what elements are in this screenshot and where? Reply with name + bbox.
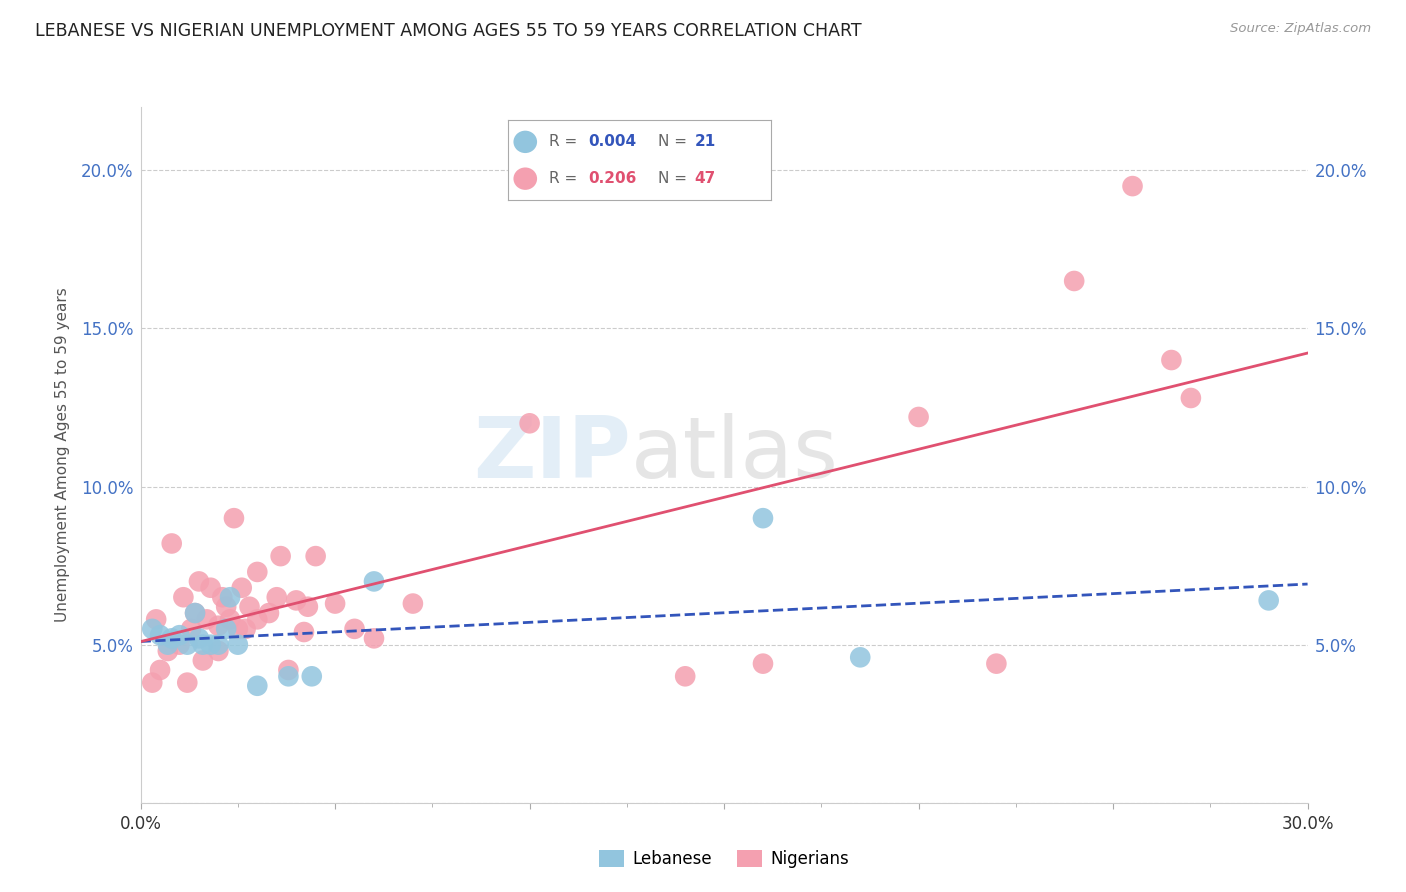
Point xyxy=(849,650,872,665)
Point xyxy=(215,622,238,636)
Point xyxy=(200,638,222,652)
Point xyxy=(257,606,280,620)
Text: atlas: atlas xyxy=(631,413,839,497)
Point xyxy=(172,591,194,605)
Point xyxy=(184,606,207,620)
Point xyxy=(301,669,323,683)
Point xyxy=(176,638,198,652)
Point xyxy=(207,638,229,652)
Y-axis label: Unemployment Among Ages 55 to 59 years: Unemployment Among Ages 55 to 59 years xyxy=(55,287,70,623)
Point xyxy=(184,606,207,620)
Point xyxy=(145,612,167,626)
Point xyxy=(231,581,253,595)
Point xyxy=(200,581,222,595)
Text: Source: ZipAtlas.com: Source: ZipAtlas.com xyxy=(1230,22,1371,36)
Point xyxy=(1122,179,1144,194)
Point xyxy=(246,565,269,579)
Point xyxy=(323,597,346,611)
Point xyxy=(188,632,211,646)
Point xyxy=(149,663,172,677)
Point xyxy=(219,612,242,626)
Point xyxy=(169,638,191,652)
Point xyxy=(207,644,229,658)
Point xyxy=(191,638,214,652)
Point xyxy=(180,622,202,636)
Point xyxy=(207,618,229,632)
Point xyxy=(285,593,308,607)
Point xyxy=(149,628,172,642)
Point xyxy=(195,612,218,626)
Point xyxy=(246,612,269,626)
Text: LEBANESE VS NIGERIAN UNEMPLOYMENT AMONG AGES 55 TO 59 YEARS CORRELATION CHART: LEBANESE VS NIGERIAN UNEMPLOYMENT AMONG … xyxy=(35,22,862,40)
Point xyxy=(266,591,288,605)
Point xyxy=(235,622,257,636)
Point xyxy=(343,622,366,636)
Point xyxy=(169,628,191,642)
Point xyxy=(238,599,260,614)
Point xyxy=(141,675,163,690)
Point xyxy=(156,638,179,652)
Point xyxy=(188,574,211,589)
Point xyxy=(752,511,775,525)
Point xyxy=(219,591,242,605)
Point xyxy=(752,657,775,671)
Point xyxy=(292,625,315,640)
Point xyxy=(215,599,238,614)
Point xyxy=(141,622,163,636)
Point xyxy=(277,669,299,683)
Point xyxy=(226,622,249,636)
Point xyxy=(673,669,696,683)
Point xyxy=(226,638,249,652)
Point xyxy=(277,663,299,677)
Point xyxy=(160,536,183,550)
Point xyxy=(519,417,541,431)
Point xyxy=(297,599,319,614)
Point xyxy=(986,657,1008,671)
Point xyxy=(305,549,328,563)
Point xyxy=(246,679,269,693)
Legend: Lebanese, Nigerians: Lebanese, Nigerians xyxy=(592,843,856,874)
Point xyxy=(907,409,929,424)
Point xyxy=(1160,353,1182,368)
Point xyxy=(222,511,245,525)
Point xyxy=(270,549,292,563)
Point xyxy=(160,632,183,646)
Point xyxy=(1257,593,1279,607)
Point xyxy=(363,632,385,646)
Text: ZIP: ZIP xyxy=(472,413,631,497)
Point xyxy=(191,653,214,667)
Point xyxy=(176,675,198,690)
Point xyxy=(1063,274,1085,288)
Point xyxy=(211,591,233,605)
Point xyxy=(363,574,385,589)
Point xyxy=(156,644,179,658)
Point xyxy=(1180,391,1202,405)
Point xyxy=(402,597,425,611)
